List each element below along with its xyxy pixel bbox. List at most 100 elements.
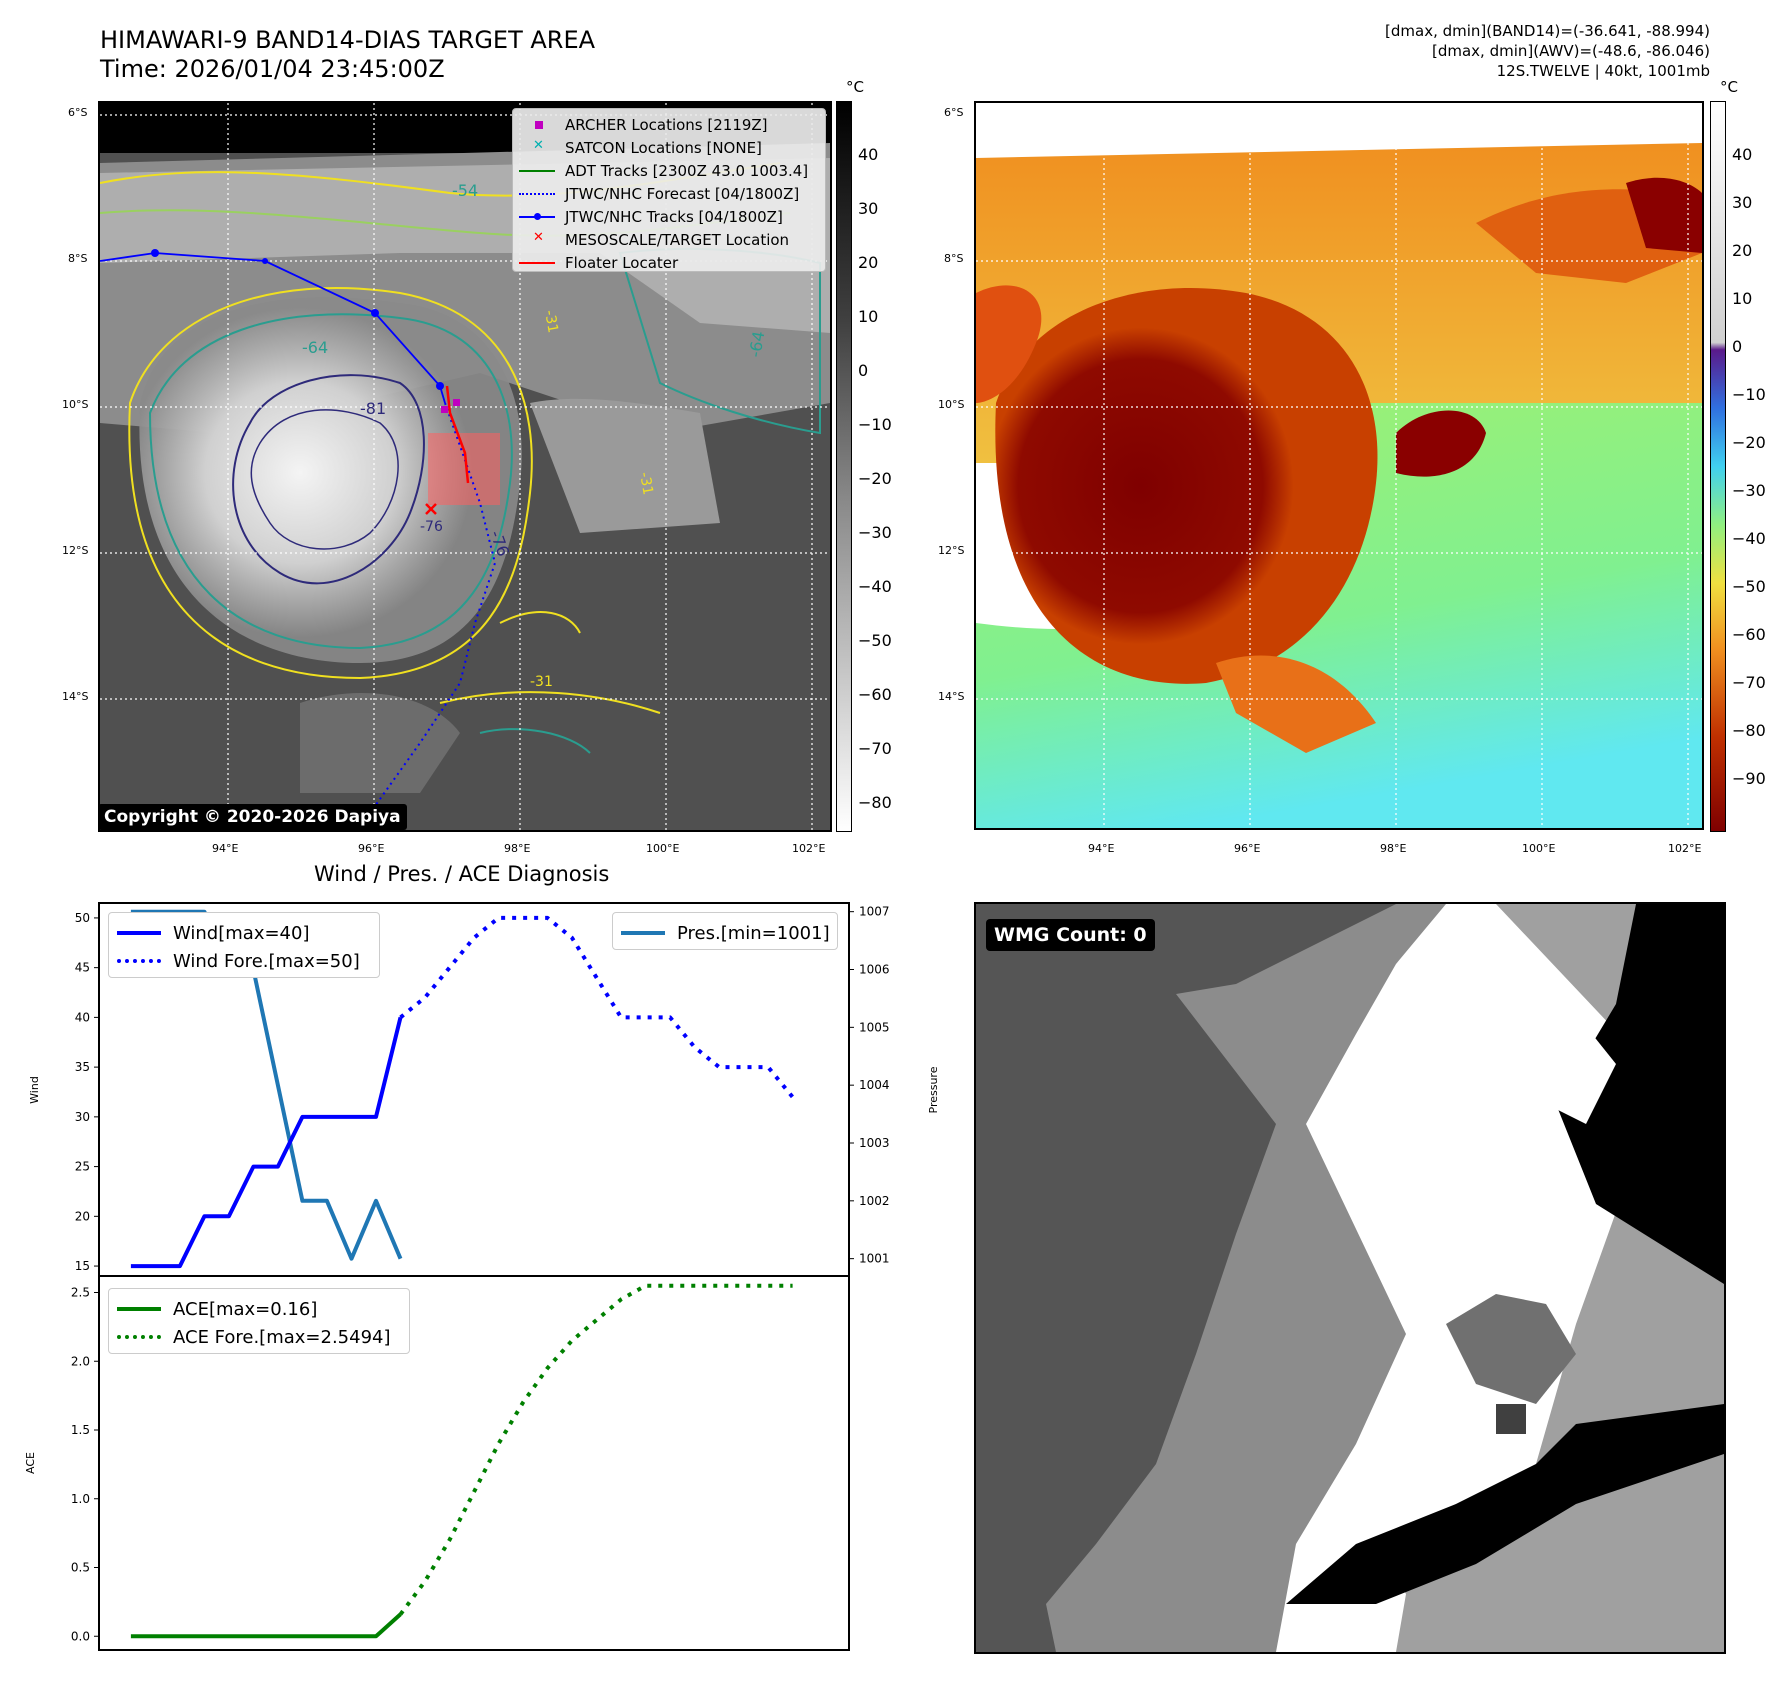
lon-tick: 100°E	[1522, 842, 1556, 855]
wmg-count-badge: WMG Count: 0	[986, 919, 1155, 951]
legend-item-wind: Wind[max=40]	[117, 919, 371, 947]
cb-tick: −30	[1732, 481, 1766, 500]
awv-map-graphics	[976, 103, 1702, 828]
lat-tick: 8°S	[944, 252, 964, 265]
lat-tick: 14°S	[938, 690, 965, 703]
cb-tick: −50	[858, 631, 892, 650]
wind-axis-tick-label: 15	[75, 1259, 90, 1273]
lon-tick: 102°E	[792, 842, 826, 855]
lat-tick: 12°S	[938, 544, 965, 557]
colorbar-right-ticks: 40 30 20 10 0 −10 −20 −30 −40 −50 −60 −7…	[1732, 145, 1772, 805]
legend-label: Wind Fore.[max=50]	[173, 950, 360, 972]
lon-tick: 102°E	[1668, 842, 1702, 855]
wind-axis-tick-label: 25	[75, 1160, 90, 1174]
lon-tick: 94°E	[1088, 842, 1115, 855]
cb-tick: 10	[858, 307, 879, 326]
legend-item-ace-forecast: ACE Fore.[max=2.5494]	[117, 1323, 401, 1351]
line-dot-icon	[519, 210, 555, 224]
lat-tick: 14°S	[62, 690, 89, 703]
legend-label: SATCON Locations [NONE]	[565, 138, 762, 157]
awv-satellite-map	[974, 101, 1704, 830]
line-marker-icon	[621, 930, 665, 936]
legend-item-tracks: JTWC/NHC Tracks [04/1800Z]	[519, 205, 819, 228]
legend-item-archer: ARCHER Locations [2119Z]	[519, 113, 819, 136]
legend-item-forecast: JTWC/NHC Forecast [04/1800Z]	[519, 182, 819, 205]
legend-item-adt: ADT Tracks [2300Z 43.0 1003.4]	[519, 159, 819, 182]
legend-label: ACE[max=0.16]	[173, 1298, 318, 1320]
copyright-label: Copyright © 2020-2026 Dapiya	[98, 804, 407, 830]
legend-label: ACE Fore.[max=2.5494]	[173, 1326, 391, 1348]
ace-axis-tick-label: 0.5	[71, 1561, 90, 1575]
pressure-axis-label: Pressure	[927, 1066, 940, 1113]
cb-tick: −60	[858, 685, 892, 704]
colorbar-left-ticks: 40 30 20 10 0 −10 −20 −30 −40 −50 −60 −7…	[858, 145, 898, 815]
legend-item-wind-forecast: Wind Fore.[max=50]	[117, 947, 371, 975]
cb-tick: 20	[858, 253, 879, 272]
lon-tick: 96°E	[1234, 842, 1261, 855]
lon-tick: 94°E	[212, 842, 239, 855]
cb-tick: −40	[1732, 529, 1766, 548]
pressure-axis-tick-label: 1002	[859, 1194, 890, 1208]
cb-tick: −30	[858, 523, 892, 542]
cb-tick: 30	[1732, 193, 1753, 212]
wmg-graphics	[976, 904, 1724, 1652]
cb-tick: 10	[1732, 289, 1753, 308]
contour-label: -81	[360, 399, 386, 418]
ace-axis-tick-label: 2.0	[71, 1354, 90, 1368]
colorbar-right	[1710, 101, 1726, 832]
pressure-axis-tick-label: 1006	[859, 963, 890, 977]
cb-tick: −40	[858, 577, 892, 596]
pressure-legend: Pres.[min=1001]	[612, 912, 838, 950]
line-marker-icon	[117, 930, 161, 936]
legend-item-mesoscale: ✕ MESOSCALE/TARGET Location	[519, 228, 819, 251]
colorbar-left	[836, 101, 852, 832]
cb-tick: 0	[858, 361, 869, 380]
map-legend: ARCHER Locations [2119Z] ✕ SATCON Locati…	[512, 108, 826, 272]
x-marker-icon: ✕	[533, 229, 544, 245]
contour-label: -64	[302, 338, 328, 357]
series-line	[130, 1016, 403, 1269]
diagnosis-charts: 15 20 25 30 35 40 45 50 1001 1002 1003 1004 1005 100…	[24, 902, 940, 1651]
lat-tick: 12°S	[62, 544, 89, 557]
ace-legend: ACE[max=0.16] ACE Fore.[max=2.5494]	[108, 1288, 410, 1354]
wind-axis-tick-label: 35	[75, 1060, 90, 1074]
line-marker-icon	[519, 256, 555, 270]
cb-tick: 20	[1732, 241, 1753, 260]
ace-axis-tick-label: 1.5	[71, 1423, 90, 1437]
cb-tick: 0	[1732, 337, 1743, 356]
contour-label: -31	[541, 309, 561, 334]
legend-item-pressure: Pres.[min=1001]	[621, 919, 830, 947]
pressure-axis-tick-label: 1005	[859, 1020, 890, 1034]
legend-label: JTWC/NHC Forecast [04/1800Z]	[565, 184, 800, 203]
line-marker-icon	[117, 1306, 161, 1312]
cb-tick: 30	[858, 199, 879, 218]
ace-axis-tick-label: 0.0	[71, 1629, 90, 1643]
wmg-panel	[974, 902, 1726, 1654]
wind-axis-tick-label: 50	[75, 911, 90, 925]
pressure-axis-tick-label: 1003	[859, 1136, 890, 1150]
legend-item-satcon: ✕ SATCON Locations [NONE]	[519, 136, 819, 159]
pressure-axis-tick-label: 1001	[859, 1252, 890, 1266]
cb-tick: −60	[1732, 625, 1766, 644]
series-line	[130, 909, 403, 1261]
wind-axis-tick-label: 40	[75, 1010, 90, 1024]
series-line	[398, 1283, 793, 1616]
cb-tick: −50	[1732, 577, 1766, 596]
cb-tick: 40	[858, 145, 879, 164]
lon-tick: 98°E	[504, 842, 531, 855]
lat-tick: 10°S	[62, 398, 89, 411]
wind-axis-tick-label: 45	[75, 961, 90, 975]
figure-title-line2: Time: 2026/01/04 23:45:00Z	[100, 55, 445, 83]
pressure-axis-tick-label: 1007	[859, 905, 890, 919]
cb-tick: −70	[1732, 673, 1766, 692]
legend-label: Floater Locater	[565, 253, 679, 272]
ace-axis-label: ACE	[24, 1452, 37, 1474]
line-marker-icon	[519, 164, 555, 178]
cb-tick: −80	[858, 793, 892, 812]
dotted-line-icon	[117, 958, 161, 964]
square-marker-icon	[519, 118, 555, 132]
contour-label: -54	[452, 181, 478, 200]
colorbar-unit: °C	[846, 78, 864, 96]
cb-tick: −20	[1732, 433, 1766, 452]
info-line2: [dmax, dmin](AWV)=(-48.6, -86.046)	[1431, 42, 1710, 60]
